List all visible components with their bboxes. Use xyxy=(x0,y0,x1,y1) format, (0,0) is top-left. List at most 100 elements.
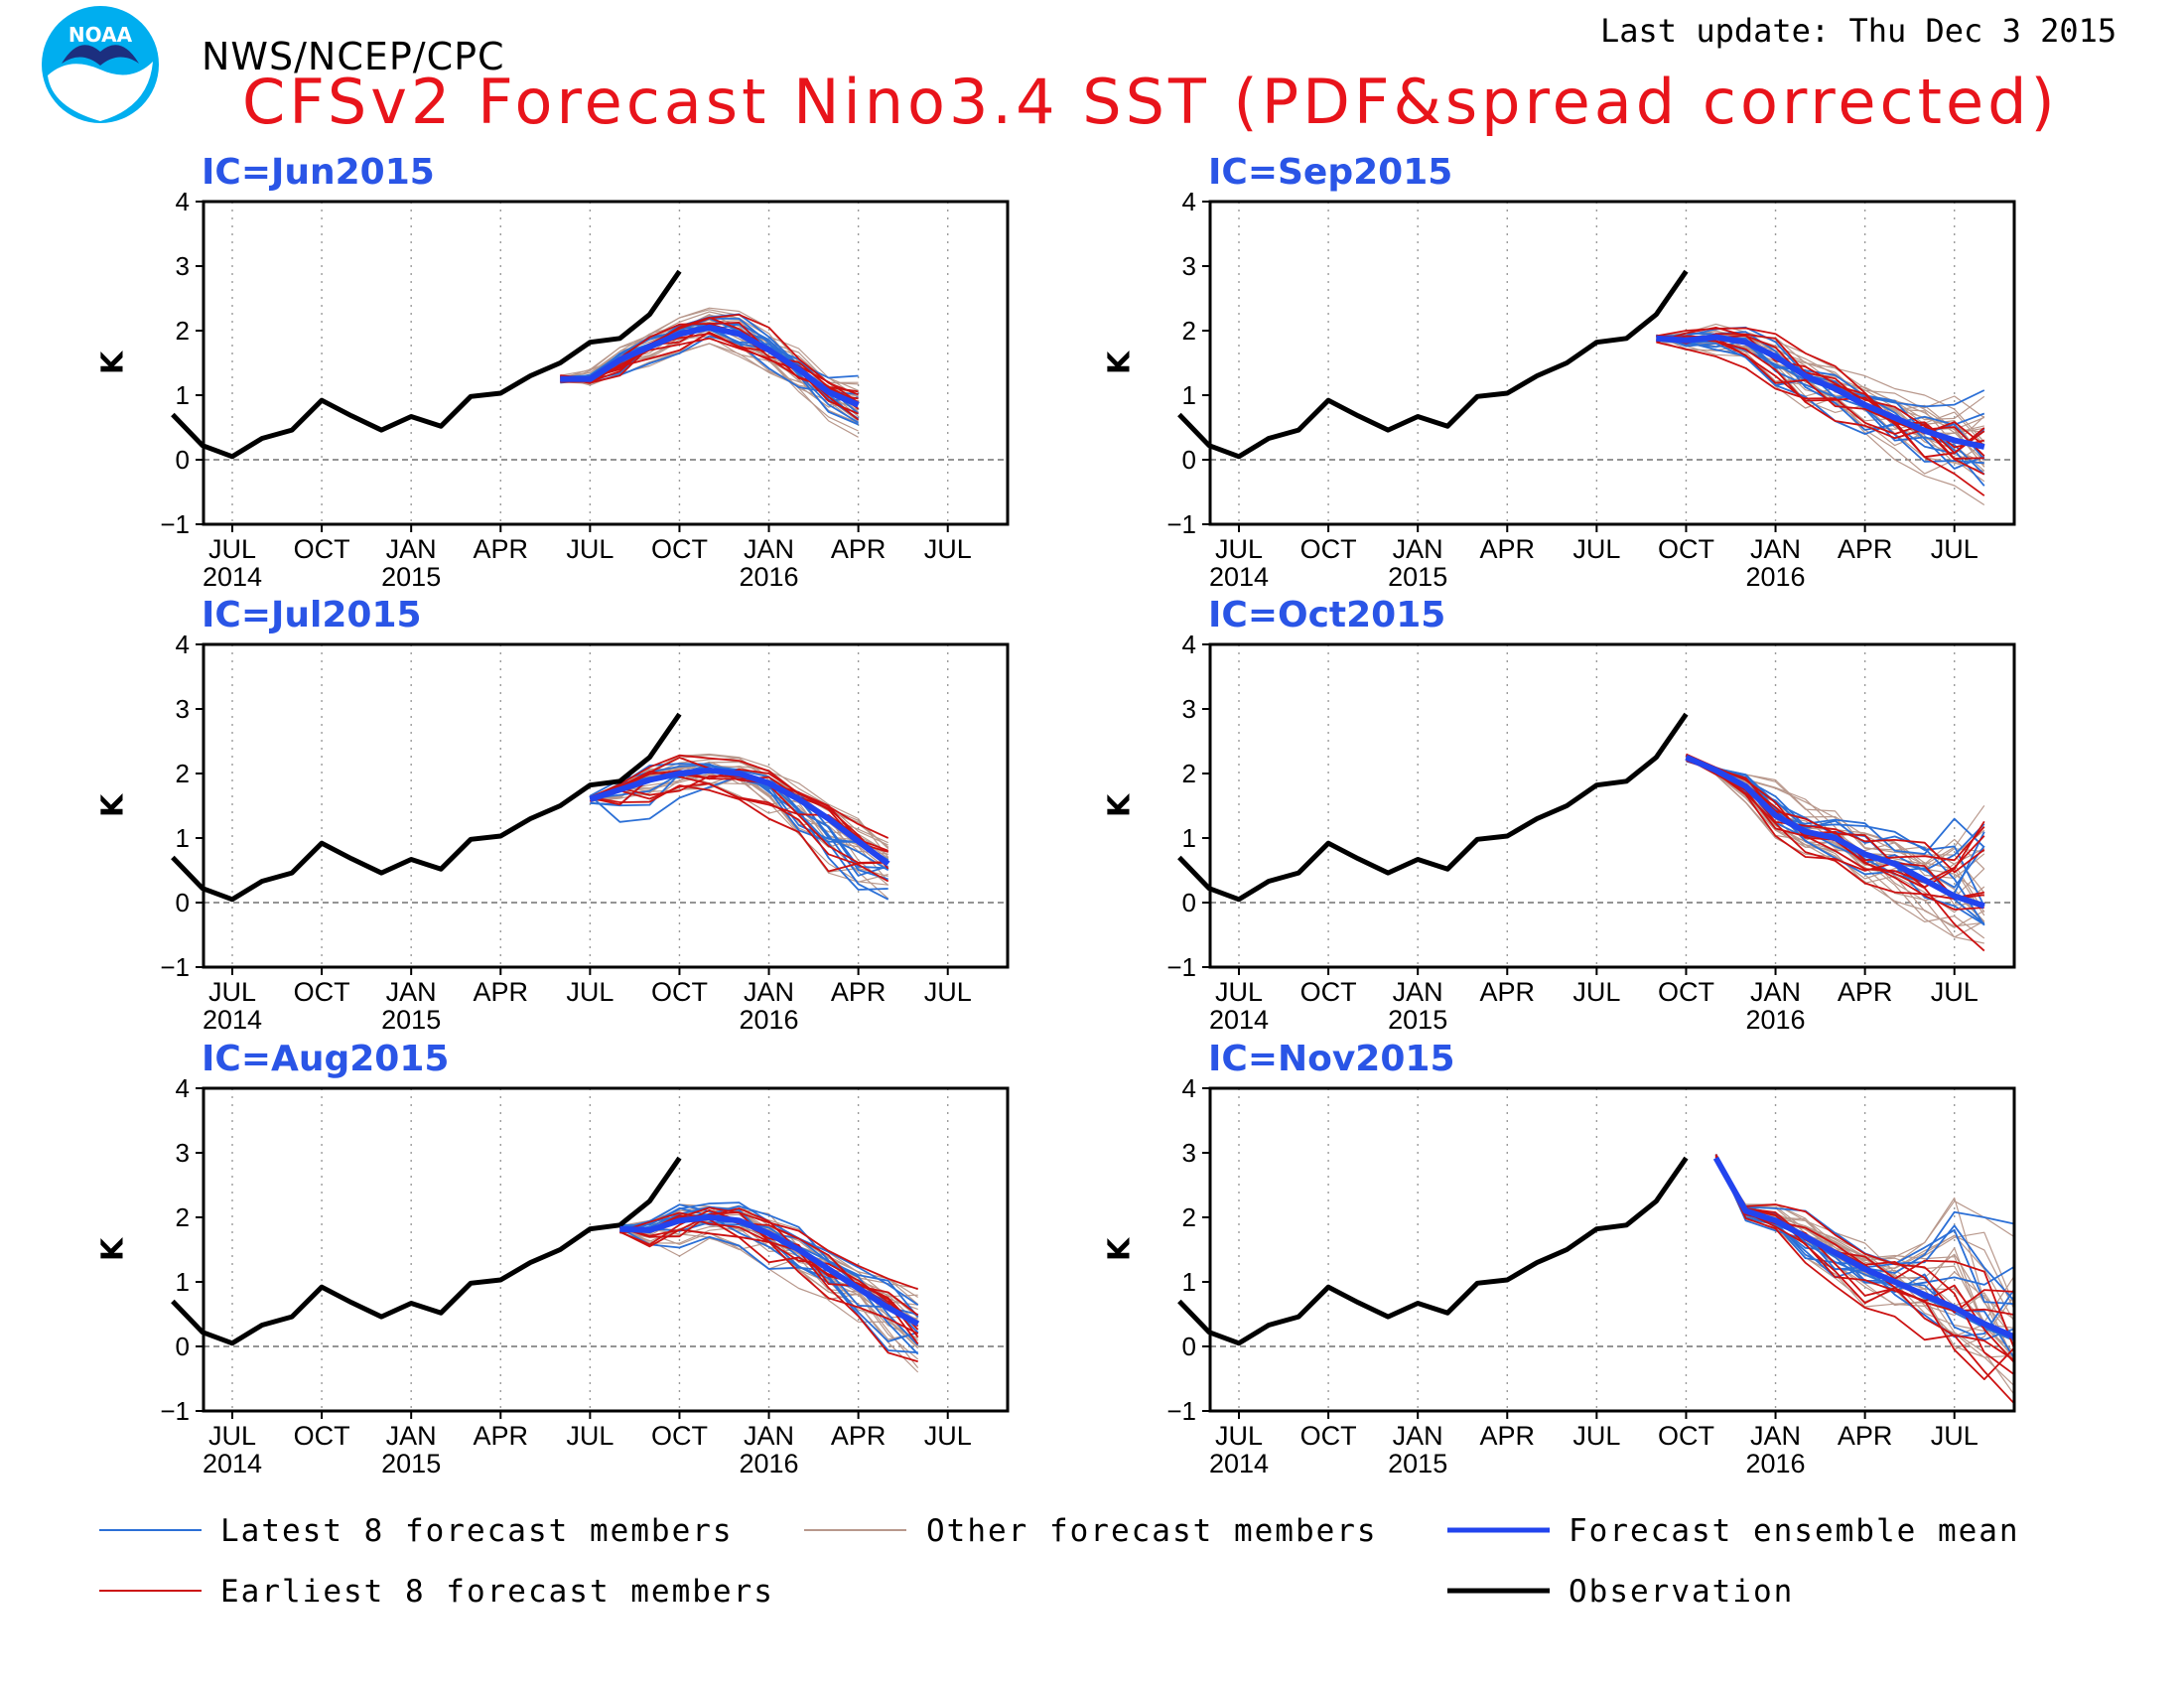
panel-title: IC=Aug2015 xyxy=(202,1039,449,1079)
x-year-label: 2016 xyxy=(740,1449,799,1478)
y-tick-label: 0 xyxy=(1182,445,1196,475)
y-tick-label: 4 xyxy=(176,1073,190,1103)
page-title: CFSv2 Forecast Nino3.4 SST (PDF&spread c… xyxy=(242,66,2059,138)
chart-panel: IC=Jul2015 4 3 2 1 0 −1 K JUL OCT JAN APR JUL OCT JAN A… xyxy=(96,595,1010,1035)
x-tick-label: JAN xyxy=(744,534,794,564)
x-tick-label: OCT xyxy=(651,1421,708,1451)
chart-panel: IC=Oct2015 4 3 2 1 0 −1 K JUL OCT JAN APR JUL OCT JAN A… xyxy=(1103,595,2016,1035)
earliest-member-line xyxy=(1714,1155,2014,1314)
x-tick-label: APR xyxy=(474,977,529,1007)
earliest-member-line xyxy=(590,782,889,865)
latest-member-line xyxy=(1656,334,1985,470)
y-tick-label: 0 xyxy=(176,888,190,917)
panel-title: IC=Jul2015 xyxy=(202,595,422,635)
x-tick-label: APR xyxy=(474,534,529,564)
x-tick-label: APR xyxy=(1480,534,1536,564)
earliest-member-line xyxy=(619,1211,919,1336)
x-tick-label: JAN xyxy=(386,977,437,1007)
x-year-label: 2015 xyxy=(381,1005,441,1035)
x-tick-label: OCT xyxy=(651,977,708,1007)
chart-panel: IC=Sep2015 4 3 2 1 0 −1 K JUL OCT JAN APR JUL OCT JAN A… xyxy=(1103,152,2016,592)
y-tick-label: 3 xyxy=(1182,1138,1196,1168)
x-tick-label: OCT xyxy=(1658,977,1714,1007)
svg-text:NOAA: NOAA xyxy=(68,23,133,47)
x-tick-label: JAN xyxy=(1393,534,1443,564)
other-member-line xyxy=(1656,336,1984,473)
plot-frame xyxy=(1208,1086,2016,1413)
panel-title: IC=Oct2015 xyxy=(1208,595,1445,635)
y-tick-label: 0 xyxy=(176,1332,190,1361)
y-tick-label: 1 xyxy=(1182,380,1196,410)
observation-line xyxy=(171,269,682,460)
legend-label-observation: Observation xyxy=(1569,1574,1794,1610)
x-tick-label: JUL xyxy=(1572,534,1620,564)
x-tick-label: OCT xyxy=(1300,534,1357,564)
earliest-member-line xyxy=(590,754,889,839)
x-tick-label: APR xyxy=(1838,977,1893,1007)
x-tick-label: JUL xyxy=(566,1421,614,1451)
observation-line xyxy=(1177,1156,1689,1346)
x-tick-label: JUL xyxy=(566,534,614,564)
x-tick-label: JUL xyxy=(1572,977,1620,1007)
x-tick-label: JUL xyxy=(1931,977,1979,1007)
y-tick-label: 1 xyxy=(1182,1267,1196,1297)
x-tick-label: JAN xyxy=(1750,977,1801,1007)
x-year-label: 2014 xyxy=(1209,1449,1269,1478)
observation-line xyxy=(1177,269,1689,460)
plot-frame xyxy=(202,200,1010,526)
ensemble-mean-line xyxy=(1712,1156,2015,1340)
x-tick-label: JAN xyxy=(1393,1421,1443,1451)
x-year-label: 2016 xyxy=(1746,1005,1806,1035)
y-axis-label: K xyxy=(1103,1236,1138,1261)
x-tick-label: JAN xyxy=(1393,977,1443,1007)
earliest-member-line xyxy=(1714,1154,2015,1361)
y-tick-label: 3 xyxy=(176,694,190,724)
x-tick-label: OCT xyxy=(294,1421,350,1451)
plot-frame xyxy=(1208,642,2016,969)
observation-line xyxy=(1177,712,1689,903)
latest-member-line xyxy=(1656,331,1985,455)
x-tick-label: JUL xyxy=(208,534,256,564)
x-tick-label: JAN xyxy=(386,534,437,564)
y-tick-label: 3 xyxy=(1182,251,1196,281)
x-year-label: 2016 xyxy=(1746,1449,1806,1478)
other-member-line xyxy=(1656,323,1985,443)
y-tick-label: 2 xyxy=(176,759,190,788)
x-tick-label: APR xyxy=(1838,1421,1893,1451)
ensemble-mean-line xyxy=(1656,334,1985,450)
chart-panel: IC=Jun2015 4 3 2 1 0 −1 K JUL OCT JAN APR JUL OCT JAN A… xyxy=(96,152,1010,592)
x-tick-label: APR xyxy=(831,534,887,564)
latest-member-line xyxy=(1656,326,1985,476)
x-tick-label: JUL xyxy=(208,1421,256,1451)
y-tick-label: 4 xyxy=(1182,630,1196,659)
x-year-label: 2014 xyxy=(203,562,262,592)
other-member-line xyxy=(1686,756,1985,870)
y-tick-label: −1 xyxy=(160,509,190,539)
plot-frame xyxy=(202,1086,1010,1413)
x-tick-label: JUL xyxy=(924,534,972,564)
x-tick-label: OCT xyxy=(651,534,708,564)
x-year-label: 2016 xyxy=(740,1005,799,1035)
x-tick-label: OCT xyxy=(1658,1421,1714,1451)
earliest-member-line xyxy=(590,784,888,873)
x-tick-label: JAN xyxy=(744,1421,794,1451)
x-tick-label: JUL xyxy=(924,977,972,1007)
y-axis-label: K xyxy=(96,1236,131,1261)
x-tick-label: JUL xyxy=(566,977,614,1007)
noaa-logo: NOAA xyxy=(42,6,159,123)
earliest-member-line xyxy=(1714,1158,2015,1381)
y-tick-label: 0 xyxy=(1182,1332,1196,1361)
y-tick-label: −1 xyxy=(1166,1396,1196,1426)
y-tick-label: 0 xyxy=(1182,888,1196,917)
y-tick-label: 1 xyxy=(176,380,190,410)
y-tick-label: 2 xyxy=(1182,316,1196,346)
x-tick-label: JAN xyxy=(744,977,794,1007)
x-year-label: 2014 xyxy=(203,1005,262,1035)
y-tick-label: 3 xyxy=(176,1138,190,1168)
ensemble-mean-line xyxy=(1685,754,1985,910)
y-tick-label: −1 xyxy=(1166,509,1196,539)
other-member-line xyxy=(1686,754,1985,922)
y-tick-label: 2 xyxy=(1182,759,1196,788)
latest-member-line xyxy=(1656,338,1985,436)
legend-label-earliest: Earliest 8 forecast members xyxy=(220,1574,774,1610)
